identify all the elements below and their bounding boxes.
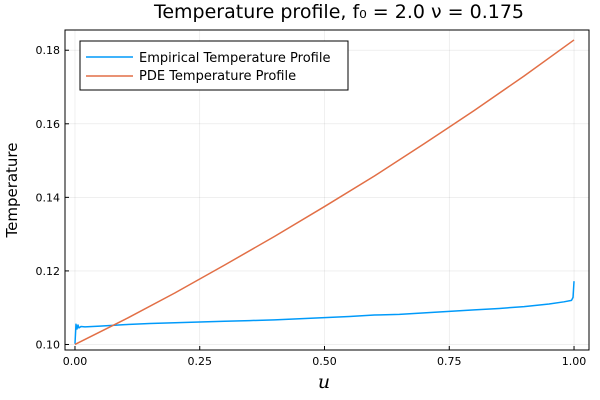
y-axis-label: Temperature — [3, 142, 21, 238]
empirical-temperature-line — [74, 281, 575, 344]
x-axis-label: u — [318, 371, 330, 393]
axis-ticks: 0.00 0.25 0.50 0.75 1.00 0.10 0.12 0.14 0.16 0.18 — [36, 44, 587, 368]
plot-frame — [64, 29, 590, 351]
x-tick-label: 0.25 — [187, 355, 212, 368]
y-tick-label: 0.12 — [36, 265, 61, 278]
x-tick-label: 1.00 — [562, 355, 587, 368]
y-tick-label: 0.18 — [36, 44, 61, 57]
legend-entry-pde: PDE Temperature Profile — [139, 69, 296, 84]
y-tick-label: 0.10 — [36, 338, 61, 351]
x-tick-label: 0.50 — [312, 355, 337, 368]
x-tick-label: 0.75 — [437, 355, 462, 368]
series-lines — [74, 39, 575, 346]
pde-temperature-line — [74, 39, 575, 346]
legend-box — [79, 40, 349, 91]
y-tick-label: 0.16 — [36, 118, 61, 131]
chart-title: Temperature profile, f₀ = 2.0 ν = 0.175 — [153, 1, 524, 23]
legend: Empirical Temperature Profile PDE Temper… — [79, 40, 349, 91]
x-tick-label: 0.00 — [63, 355, 88, 368]
legend-entry-empirical: Empirical Temperature Profile — [139, 51, 330, 66]
y-tick-label: 0.14 — [36, 191, 61, 204]
